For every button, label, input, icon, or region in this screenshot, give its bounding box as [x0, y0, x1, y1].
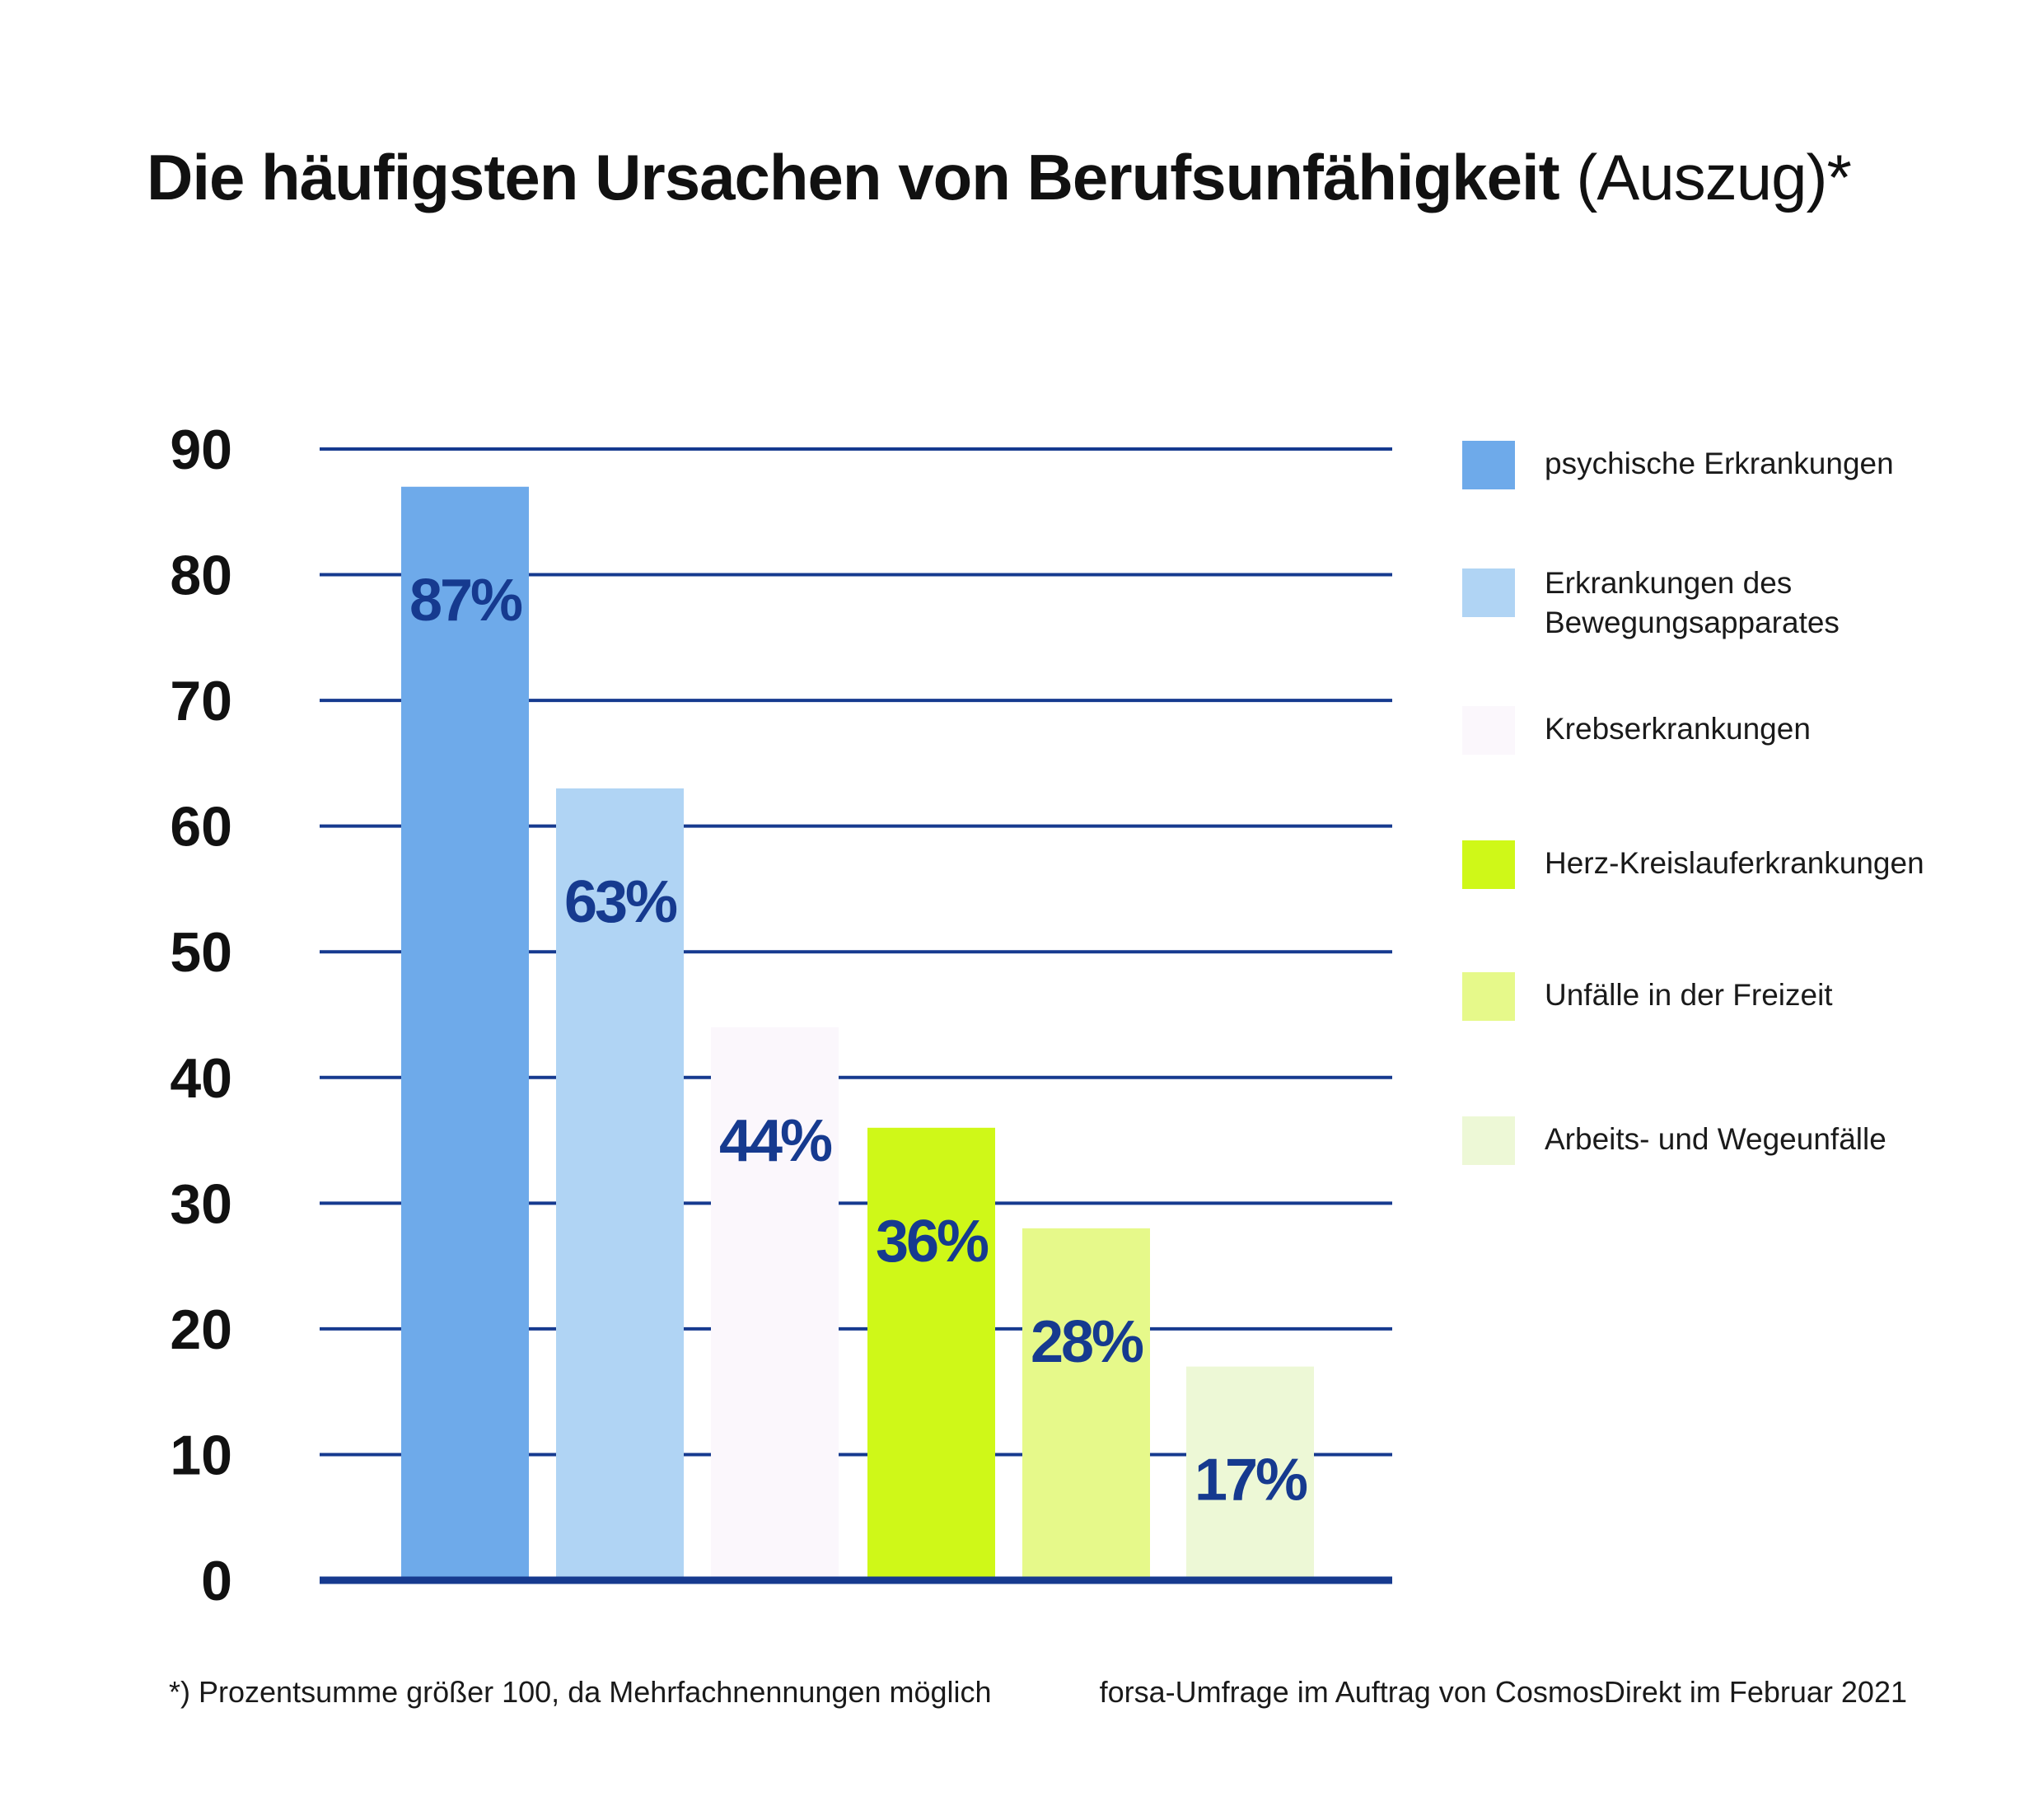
legend-label: psychische Erkrankungen	[1545, 444, 1894, 484]
legend-label: Unfälle in der Freizeit	[1545, 976, 1833, 1015]
axes: 0 10 20 30 40 50 60 70 80 90	[170, 419, 1392, 1612]
legend-label-line: Bewegungsapparates	[1545, 606, 1840, 639]
chart-title-suffix: (Auszug)*	[1559, 141, 1851, 213]
y-tick-label: 50	[170, 921, 232, 984]
legend-swatch	[1462, 840, 1515, 889]
bar	[556, 788, 684, 1577]
y-tick-label: 90	[170, 419, 232, 481]
bar-value-label: 36%	[876, 1209, 989, 1275]
y-tick-label: 70	[170, 670, 232, 732]
legend-swatch	[1462, 972, 1515, 1021]
bar	[711, 1027, 839, 1577]
y-tick-label: 20	[170, 1298, 232, 1361]
bar	[867, 1127, 995, 1577]
bar-value-label: 17%	[1194, 1448, 1307, 1514]
chart-title: Die häufigsten Ursachen von Berufsunfähi…	[147, 136, 1852, 218]
legend-label-line: Krebserkrankungen	[1545, 712, 1811, 746]
y-tick-label: 30	[170, 1172, 232, 1235]
y-tick-label: 10	[170, 1424, 232, 1486]
legend-label: Herz-Kreislauferkrankungen	[1545, 844, 1924, 883]
footnote-left: *) Prozentsumme größer 100, da Mehrfachn…	[169, 1675, 992, 1709]
y-tick-label: 40	[170, 1047, 232, 1110]
legend-label-line: Erkrankungen des	[1545, 566, 1793, 600]
legend-label: Krebserkrankungen	[1545, 709, 1811, 749]
legend-swatch	[1462, 706, 1515, 755]
footnote-source: forsa-Umfrage im Auftrag von CosmosDirek…	[1099, 1675, 1907, 1709]
legend-label: Erkrankungen des Bewegungsapparates	[1545, 564, 1840, 643]
legend-label-line: Arbeits- und Wegeunfälle	[1545, 1122, 1886, 1156]
legend-label-line: Unfälle in der Freizeit	[1545, 978, 1833, 1012]
legend-swatch	[1462, 441, 1515, 489]
bar	[401, 486, 529, 1578]
chart-title-main: Die häufigsten Ursachen von Berufsunfähi…	[147, 141, 1560, 213]
value-labels: 87% 63% 44% 36% 28% 17%	[409, 568, 1310, 1514]
bar	[1186, 1366, 1314, 1577]
bar	[1022, 1228, 1150, 1577]
bar-value-label: 63%	[564, 869, 677, 935]
bar-value-label: 44%	[719, 1108, 832, 1174]
bar-value-label: 87%	[409, 568, 522, 634]
y-tick-label: 0	[201, 1550, 232, 1612]
y-tick-label: 80	[170, 545, 232, 607]
legend-label-line: psychische Erkrankungen	[1545, 447, 1894, 480]
bar-value-label: 28%	[1031, 1309, 1143, 1375]
legend-swatch	[1462, 1116, 1515, 1165]
y-tick-label: 60	[170, 796, 232, 859]
legend-label-line: Herz-Kreislauferkrankungen	[1545, 846, 1924, 880]
bars	[401, 486, 1314, 1578]
legend-swatch	[1462, 568, 1515, 617]
legend-label: Arbeits- und Wegeunfälle	[1545, 1120, 1886, 1159]
